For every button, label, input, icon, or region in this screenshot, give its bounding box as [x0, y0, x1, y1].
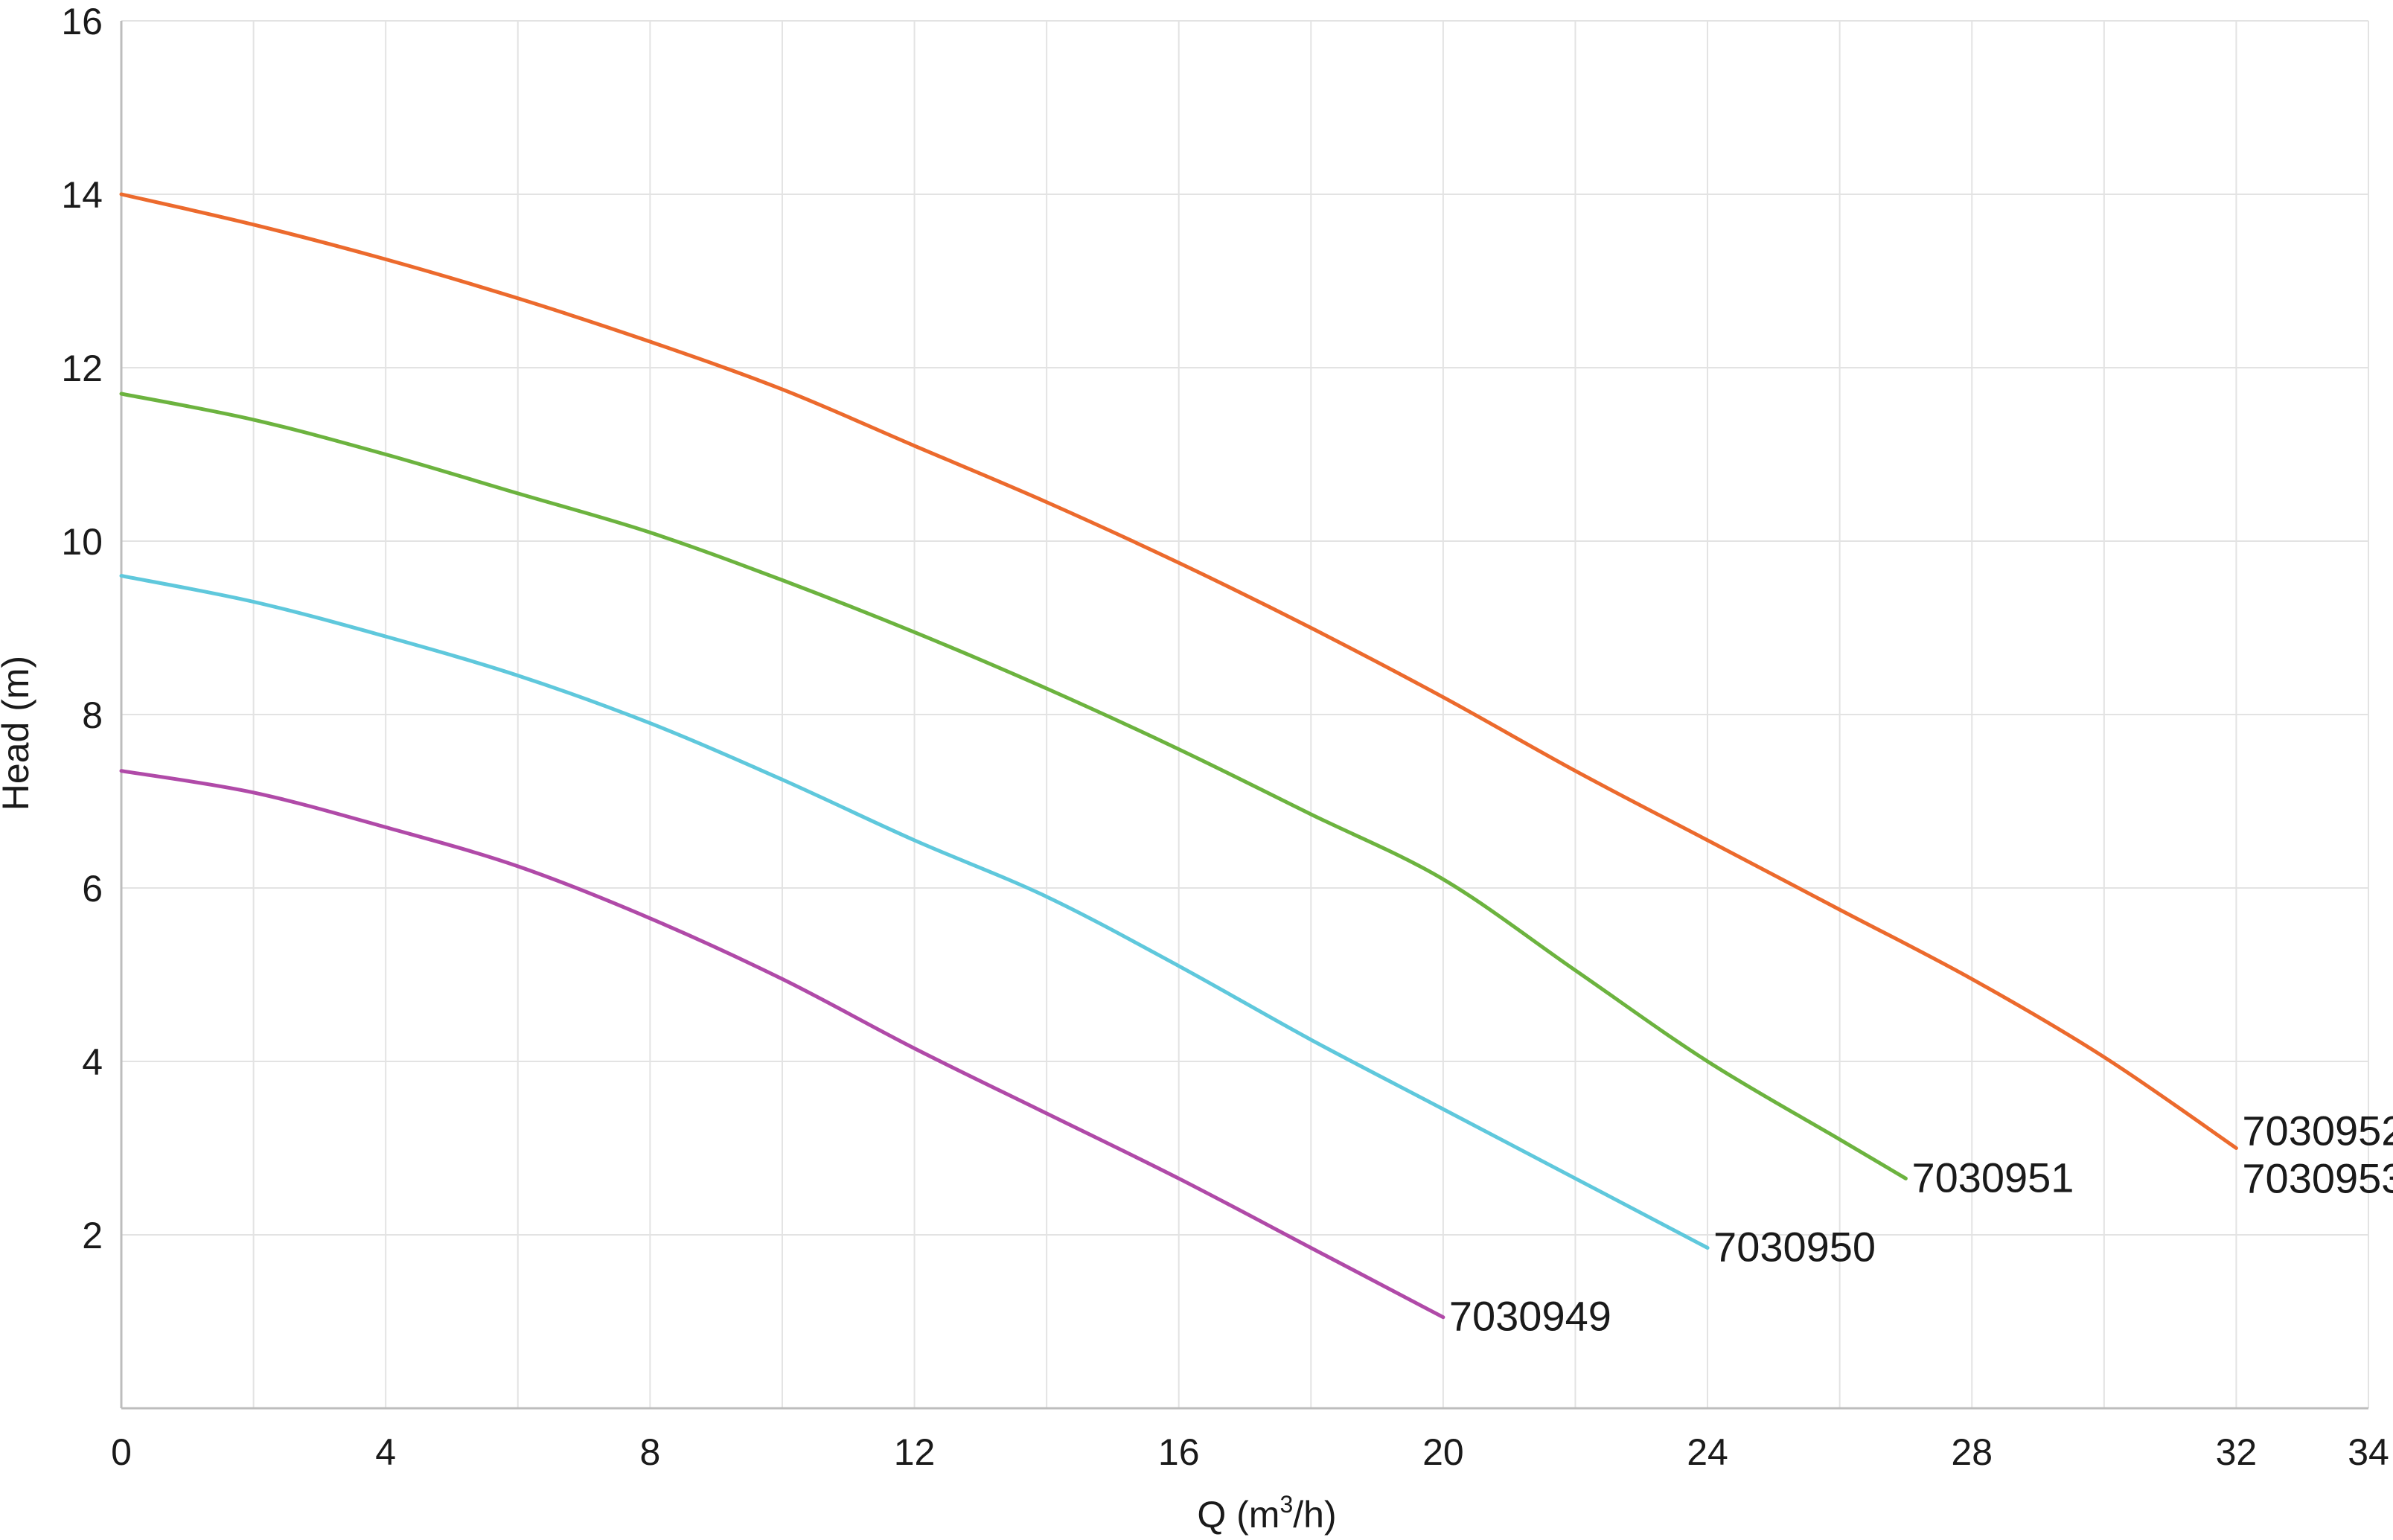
series-line-7030950 — [119, 574, 1710, 1250]
y-tick-label: 2 — [82, 1215, 103, 1256]
y-tick-label: 14 — [61, 174, 103, 216]
x-tick-label: 4 — [375, 1431, 396, 1473]
series-line-7030951 — [119, 392, 1908, 1180]
y-tick-label: 4 — [82, 1041, 103, 1083]
x-tick-label: 20 — [1422, 1431, 1464, 1473]
y-axis-title: Head (m) — [0, 656, 36, 811]
grid-layer — [121, 20, 2369, 1408]
series-layer — [119, 192, 2238, 1320]
x-tick-label: 12 — [894, 1431, 936, 1473]
x-tick-label: 24 — [1687, 1431, 1728, 1473]
series-label-7030952: 7030952 — [2242, 1108, 2393, 1154]
series-line-7030949 — [119, 769, 1445, 1320]
y-tick-label: 16 — [61, 1, 103, 42]
y-tick-label: 10 — [61, 521, 103, 563]
series-label-7030953: 7030953 — [2242, 1155, 2393, 1202]
x-axis-title: Q (m3/h) — [1197, 1491, 1336, 1536]
series-label-7030949: 7030949 — [1449, 1293, 1611, 1340]
x-tick-label: 32 — [2216, 1431, 2258, 1473]
x-tick-label: 8 — [639, 1431, 660, 1473]
x-tick-label: 28 — [1951, 1431, 1993, 1473]
series-line-7030952 — [119, 192, 2238, 1150]
series-label-7030950: 7030950 — [1713, 1223, 1876, 1270]
x-tick-label: 34 — [2348, 1431, 2389, 1473]
y-tick-label: 12 — [61, 348, 103, 389]
y-tick-label: 8 — [82, 694, 103, 736]
x-tick-label: 0 — [111, 1431, 132, 1473]
y-tick-label: 6 — [82, 868, 103, 910]
series-label-7030951: 7030951 — [1911, 1154, 2074, 1201]
x-tick-label: 16 — [1158, 1431, 1200, 1473]
